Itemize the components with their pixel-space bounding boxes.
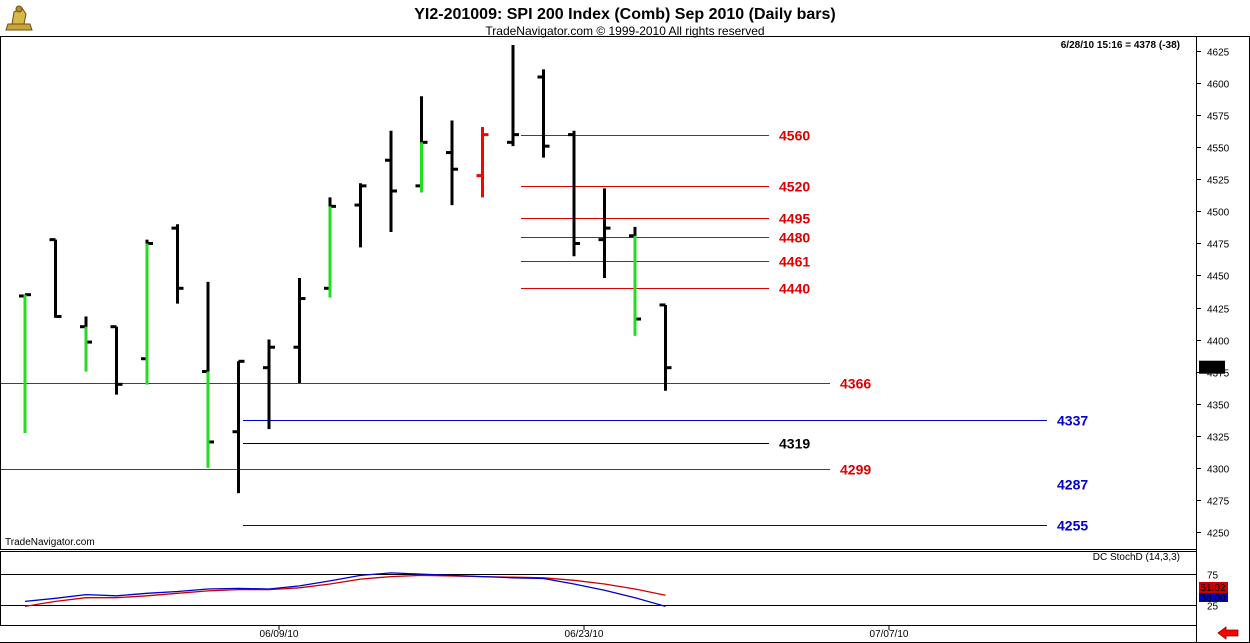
ohlc-bar	[507, 45, 519, 147]
ohlc-bar	[293, 278, 306, 384]
level-label: 4461	[779, 254, 810, 270]
trade-navigator-logo-icon[interactable]	[5, 5, 33, 31]
y-tick-label: 4575	[1207, 112, 1230, 123]
level-label: 4287	[1057, 477, 1088, 493]
level-label: 4440	[779, 281, 810, 297]
ohlc-bar	[415, 96, 428, 193]
ohlc-bar	[141, 239, 153, 385]
scroll-left-arrow-icon[interactable]	[1215, 626, 1241, 640]
ohlc-bar	[171, 224, 184, 304]
y-tick-label: 4550	[1207, 144, 1230, 155]
price-axis	[1196, 36, 1250, 643]
ohlc-bar	[80, 316, 92, 372]
stoch-k-badge	[1199, 593, 1228, 602]
stochastic-indicator: 75 25	[1, 571, 1219, 613]
y-tick-label: 4325	[1207, 433, 1230, 444]
ohlc-bar	[202, 281, 214, 468]
watermark-text: TradeNavigator.com	[5, 537, 95, 548]
y-tick-label: 4350	[1207, 401, 1230, 412]
level-label: 4520	[779, 179, 810, 195]
ohlc-bar	[263, 339, 275, 430]
level-label: 4495	[779, 211, 810, 227]
price-readout: 6/28/10 15:16 = 4378 (-38)	[1061, 40, 1180, 51]
x-tick-label: 06/09/10	[260, 629, 299, 640]
last-price-badge: 4378	[1199, 360, 1225, 375]
y-tick-label: 4450	[1207, 272, 1230, 283]
ohlc-bar	[659, 303, 672, 391]
y-tick-label: 4375	[1207, 369, 1230, 380]
level-label: 4366	[840, 376, 871, 392]
level-label: 4299	[840, 462, 871, 478]
chart-subtitle: TradeNavigator.com © 1999-2010 All right…	[485, 24, 764, 38]
stoch-d-badge	[1199, 582, 1228, 593]
ohlc-bar	[629, 226, 641, 336]
x-tick-label: 06/23/10	[565, 629, 604, 640]
indicator-level-label: 25	[1207, 602, 1219, 613]
ohlc-bar	[354, 183, 367, 248]
y-tick-label: 4500	[1207, 208, 1230, 219]
stoch-d-line	[24, 574, 666, 608]
stoch-k-line	[24, 572, 666, 608]
stoch-k-value: 38.00	[1200, 593, 1225, 604]
last-price-label: 4378	[1201, 364, 1224, 375]
level-label: 4255	[1057, 518, 1088, 534]
chart-title: YI2-201009: SPI 200 Index (Comb) Sep 201…	[414, 6, 836, 23]
ohlc-bar	[537, 69, 550, 158]
x-tick-label: 07/07/10	[870, 629, 909, 640]
ohlc-bar	[232, 359, 245, 494]
ohlc-bar	[19, 293, 31, 433]
level-label: 4560	[779, 128, 810, 144]
y-tick-label: 4275	[1207, 497, 1230, 508]
ohlc-bar	[446, 120, 458, 206]
x-axis: 06/09/10 06/23/10 07/07/10	[260, 626, 909, 640]
ohlc-bar	[385, 130, 397, 232]
y-tick-label: 4600	[1207, 80, 1230, 91]
y-tick-label: 4425	[1207, 305, 1230, 316]
level-label: 4480	[779, 230, 810, 246]
level-label: 4319	[779, 436, 810, 452]
y-tick-label: 4525	[1207, 176, 1230, 187]
stoch-d-value: 51.02	[1200, 583, 1225, 594]
ohlc-bar	[324, 197, 336, 298]
indicator-level-label: 75	[1207, 571, 1219, 582]
ohlc-bar	[476, 126, 489, 198]
level-lines: 4560 4520 4495 4480 4461 4440 4366 4337 4319 4299…	[1, 128, 1088, 534]
price-panel	[0, 36, 1197, 550]
y-tick-label: 4300	[1207, 465, 1230, 476]
y-tick-label: 4475	[1207, 240, 1230, 251]
price-bars	[19, 45, 672, 494]
y-tick-label: 4250	[1207, 529, 1230, 540]
level-label: 4337	[1057, 413, 1088, 429]
y-axis: 4250 4275 4300 4325 4350 4375 4400 4425 4450 4475…	[1196, 48, 1230, 540]
y-tick-label: 4625	[1207, 48, 1230, 59]
ohlc-bar	[568, 130, 580, 257]
ohlc-bar	[110, 325, 123, 395]
ohlc-bar	[598, 188, 611, 279]
indicator-name: DC StochD (14,3,3)	[1093, 552, 1180, 563]
y-tick-label: 4400	[1207, 337, 1230, 348]
ohlc-bar	[49, 238, 62, 318]
